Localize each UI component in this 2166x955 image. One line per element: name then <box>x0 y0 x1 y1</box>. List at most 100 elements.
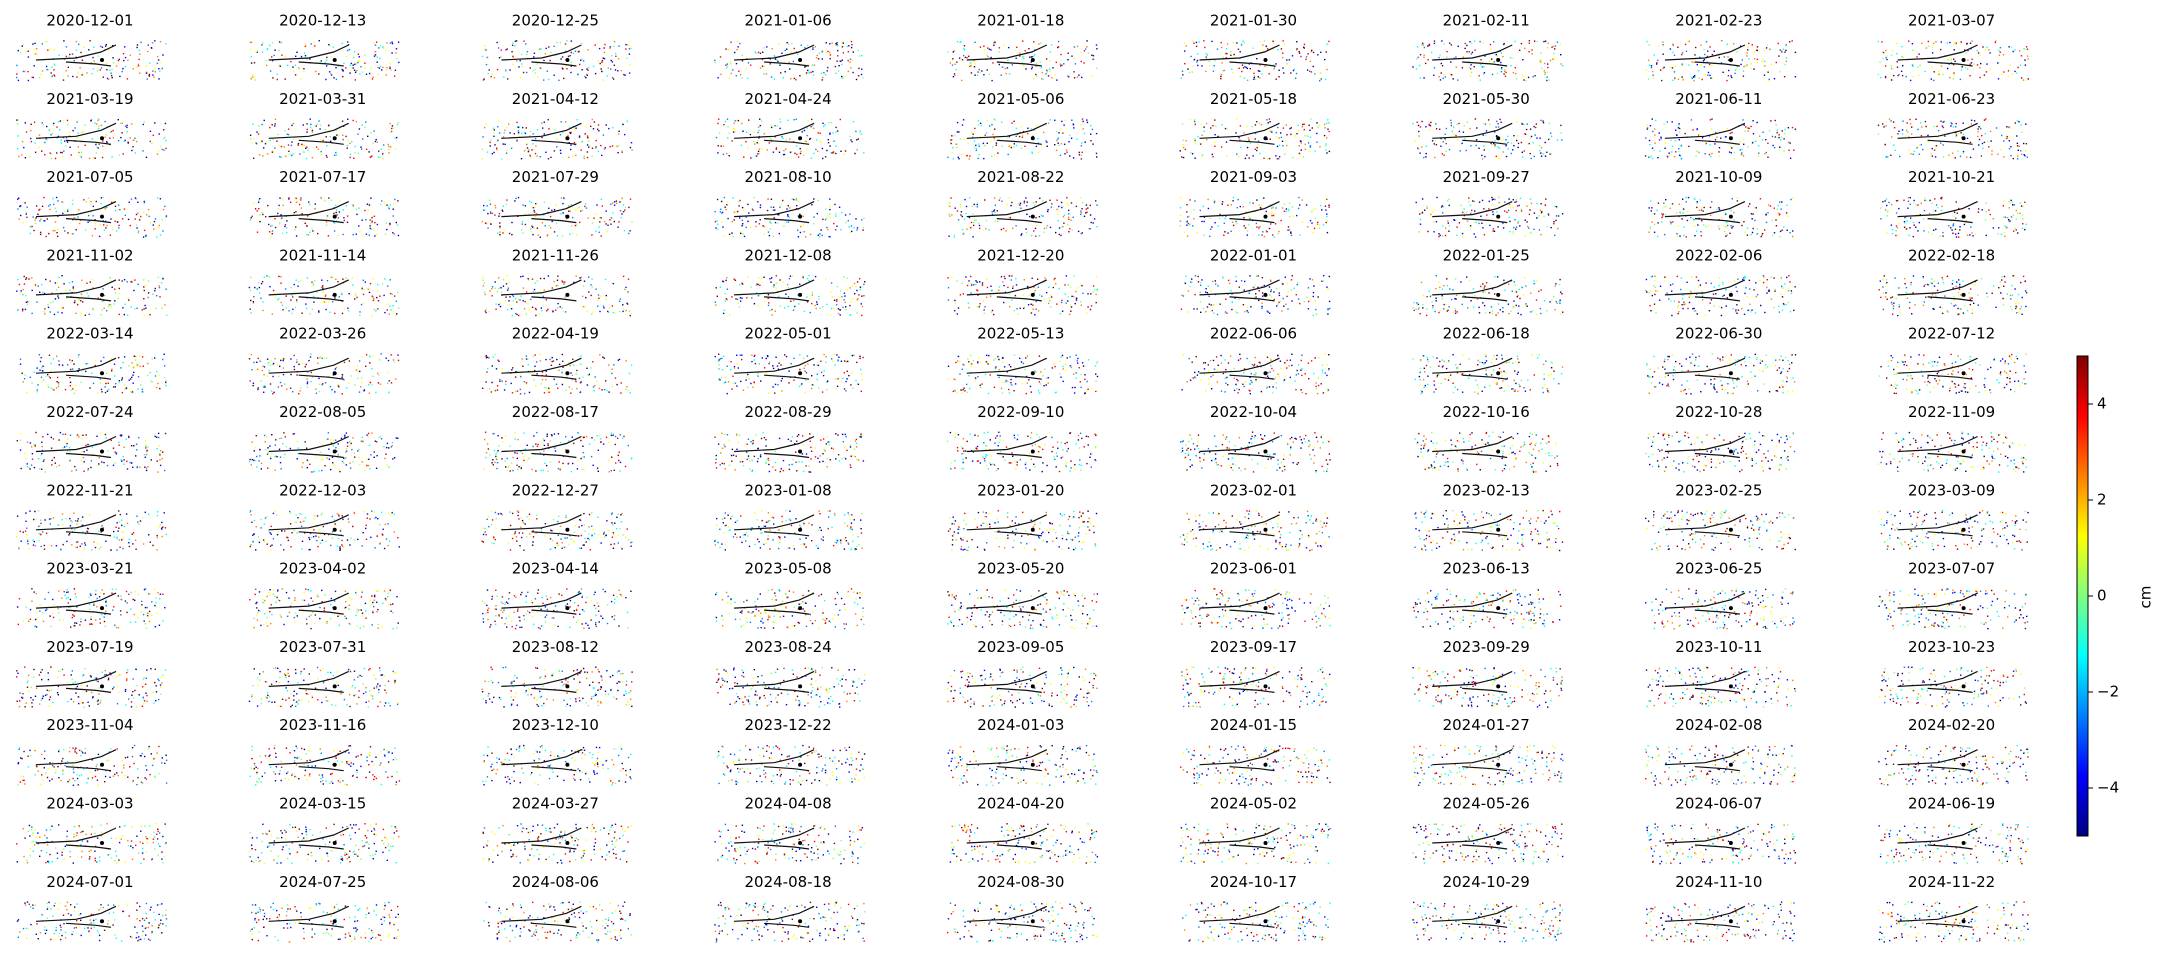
map-dot <box>862 76 864 79</box>
map-dot <box>395 221 397 224</box>
map-dot <box>370 132 372 134</box>
map-dot <box>807 44 809 47</box>
map-dot <box>580 141 583 143</box>
map-dot <box>823 72 825 74</box>
map-dot <box>345 67 347 69</box>
map-dot <box>723 205 725 207</box>
map-dot <box>1038 235 1041 237</box>
map-dot <box>1309 129 1311 131</box>
map-dot <box>1213 65 1215 67</box>
map-dot <box>802 230 805 233</box>
map-dot <box>1761 139 1764 141</box>
map-dot <box>287 128 290 130</box>
map-dot <box>379 45 382 47</box>
map-dot <box>621 151 623 153</box>
map-dot <box>325 301 327 303</box>
map-dot <box>565 50 567 53</box>
map-feature <box>35 279 117 302</box>
map-dot <box>993 210 995 212</box>
map-dot <box>1973 63 1975 65</box>
map-dot <box>144 304 146 307</box>
map-dot <box>1226 128 1228 130</box>
map-dot <box>62 212 64 215</box>
map-dot <box>757 51 760 54</box>
map-dot <box>1707 71 1710 74</box>
map-dot <box>46 68 48 71</box>
map-dot <box>1493 41 1495 43</box>
map-dot <box>1960 41 1962 43</box>
map-dot <box>1965 52 1967 54</box>
map-dot <box>1982 147 1984 149</box>
map-dot <box>569 233 571 235</box>
map-dot <box>97 147 99 149</box>
map-dot <box>993 154 996 156</box>
map-dot <box>1319 124 1321 127</box>
map-dot <box>67 232 69 234</box>
map-dot <box>349 142 351 145</box>
map-dot <box>825 51 828 54</box>
map-dot <box>484 222 487 224</box>
map-dot <box>1016 46 1018 48</box>
map-dot <box>1205 122 1208 125</box>
map-dot <box>1026 205 1028 207</box>
map-dot <box>1055 149 1058 152</box>
map-dot <box>1491 204 1493 206</box>
map-dot <box>1512 149 1514 151</box>
map-dot <box>726 67 728 69</box>
map-dot <box>1072 124 1075 126</box>
map-dot <box>1203 234 1205 236</box>
map-dot <box>1273 64 1275 66</box>
map-dot <box>849 135 851 138</box>
map-dot <box>1433 143 1435 145</box>
map-dot <box>1895 230 1897 232</box>
map-dot <box>355 233 357 235</box>
map-dot <box>1470 75 1472 77</box>
map-dot <box>388 145 390 148</box>
map-dot <box>88 313 90 315</box>
map-dot <box>157 150 160 152</box>
map-dot <box>1072 216 1074 218</box>
map-dot <box>1055 61 1057 64</box>
map-dot <box>1268 73 1270 75</box>
map-dot <box>1327 128 1329 130</box>
map-dot <box>961 124 964 126</box>
map-dot <box>840 229 842 231</box>
map-dot <box>821 79 823 81</box>
map-dot <box>775 148 777 150</box>
map-dot <box>1046 71 1048 73</box>
map-dot <box>762 225 764 227</box>
map-dot <box>309 231 311 233</box>
map-dot <box>1245 66 1247 68</box>
map-dot <box>54 157 57 160</box>
map-dot <box>498 212 501 215</box>
map-dot <box>102 145 104 147</box>
map-dot <box>1727 75 1730 77</box>
map-dot <box>103 229 106 231</box>
map-dot <box>71 199 74 201</box>
map-dot <box>322 301 324 304</box>
map-dot <box>1047 210 1049 213</box>
map-dot <box>271 230 274 232</box>
map-dot <box>960 214 962 216</box>
map-dot <box>970 131 973 134</box>
map-dot <box>291 154 293 157</box>
map-dot <box>1967 68 1969 70</box>
map-dot <box>522 204 524 206</box>
map-dot <box>322 285 324 287</box>
map-dot <box>1045 58 1048 60</box>
map-dot <box>493 151 495 154</box>
map-dot <box>749 133 752 136</box>
map-dot <box>1422 42 1424 44</box>
map-dot <box>524 213 526 216</box>
map-dot <box>553 209 556 211</box>
map-dot <box>1445 150 1447 152</box>
map-dot <box>1430 121 1432 124</box>
map-point <box>1961 136 1966 141</box>
map-dot <box>1441 205 1443 207</box>
map-dot <box>163 129 165 131</box>
map-feature <box>501 201 582 224</box>
map-dot <box>849 61 851 63</box>
map-dot <box>779 127 781 130</box>
map-dot <box>789 151 792 153</box>
map-dot <box>962 54 965 57</box>
